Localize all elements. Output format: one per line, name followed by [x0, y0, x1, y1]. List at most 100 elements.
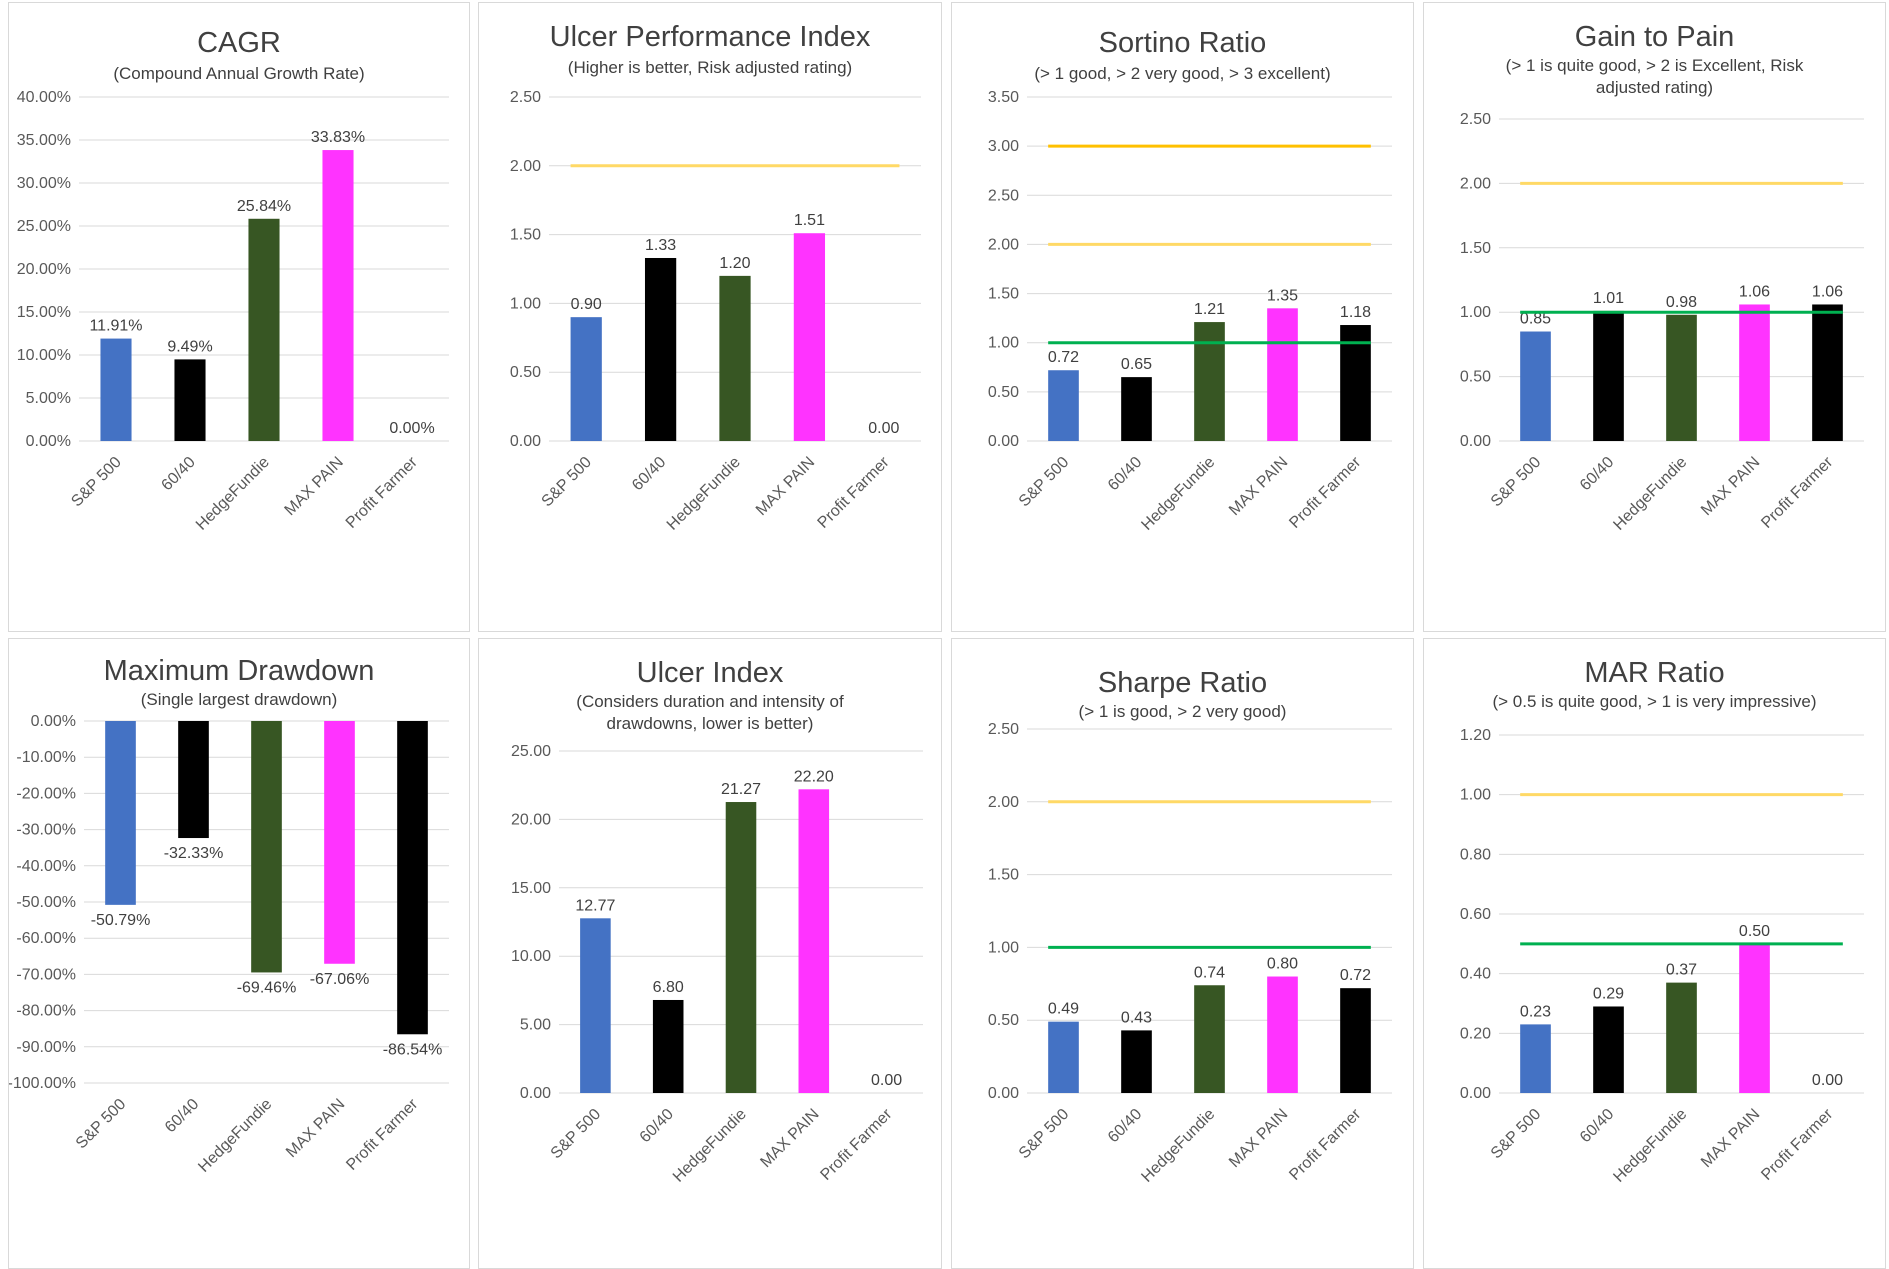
y-tick-label: -70.00% [16, 966, 76, 983]
data-label: 1.35 [1267, 287, 1298, 304]
y-tick-label: 10.00% [17, 347, 71, 364]
bar [1520, 1024, 1551, 1093]
data-label: 0.65 [1121, 356, 1152, 373]
y-tick-label: 25.00 [511, 743, 551, 760]
y-tick-label: 3.00 [988, 138, 1019, 155]
y-tick-label: 1.00 [1460, 304, 1491, 321]
data-label: 12.77 [575, 897, 615, 914]
y-tick-label: 2.00 [988, 794, 1019, 811]
chart-title: Ulcer Performance Index [549, 21, 871, 53]
bar [580, 918, 611, 1093]
chart-panel-sortino: Sortino Ratio (> 1 good, > 2 very good, … [951, 2, 1414, 632]
data-label: -86.54% [383, 1041, 443, 1058]
bar [725, 802, 757, 1093]
data-label: 33.83% [311, 129, 365, 146]
chart-panel-max-drawdown: Maximum Drawdown (Single largest drawdow… [8, 638, 470, 1269]
chart-panel-ulcer-index: Ulcer Index (Considers duration and inte… [478, 638, 942, 1269]
y-tick-label: 0.00% [26, 433, 71, 450]
data-label: 0.80 [1267, 956, 1298, 973]
y-tick-label: 35.00% [17, 132, 71, 149]
chart-svg: 0.00% 5.00% 10.00% 15.00% 20.00% 25.00% 30.00%… [17, 89, 449, 534]
y-tick-label: -90.00% [16, 1039, 76, 1056]
data-label: 0.00 [871, 1072, 902, 1089]
data-label: 1.20 [719, 255, 750, 272]
data-label: 0.98 [1666, 294, 1697, 311]
x-tick-label: S&P 500 [1016, 1106, 1073, 1163]
x-tick-label: 60/40 [158, 454, 198, 494]
data-label: 1.51 [794, 212, 825, 229]
chart-svg: 0.00 0.50 1.00 1.50 2.00 2.50 0.85 S&P 500 1.01 6… [1460, 111, 1864, 534]
data-label: 11.91% [89, 318, 142, 335]
chart-title: MAR Ratio [1584, 657, 1725, 689]
chart-svg: -100.00% -90.00% -80.00% -70.00% -60.00% -50.… [9, 713, 449, 1176]
data-label: -69.46% [237, 979, 297, 996]
chart-panel-sharpe: Sharpe Ratio (> 1 is good, > 2 very good… [951, 638, 1414, 1269]
y-tick-label: 0.80 [1460, 846, 1491, 863]
data-label: 0.29 [1593, 985, 1624, 1002]
y-tick-label: 0.00 [988, 433, 1019, 450]
bar [1267, 308, 1298, 441]
x-tick-label: Profit Farmer [343, 453, 421, 531]
y-tick-label: 2.00 [988, 236, 1019, 253]
x-tick-label: HedgeFundie [193, 454, 273, 534]
x-tick-label: HedgeFundie [1138, 1106, 1218, 1186]
y-tick-label: 1.00 [988, 939, 1019, 956]
y-tick-label: 1.20 [1460, 727, 1491, 744]
data-label: 0.00 [868, 420, 899, 437]
y-tick-label: 2.50 [1460, 111, 1491, 128]
x-tick-label: 60/40 [1105, 454, 1145, 494]
chart-title: Sharpe Ratio [1097, 667, 1268, 699]
bar [1739, 304, 1770, 441]
y-tick-label: 10.00 [511, 948, 551, 965]
y-tick-label: 1.00 [1460, 787, 1491, 804]
bar [1048, 370, 1079, 441]
x-tick-label: S&P 500 [1016, 454, 1073, 511]
data-label: 0.50 [1739, 923, 1770, 940]
x-tick-label: HedgeFundie [1610, 454, 1690, 534]
y-tick-label: -10.00% [16, 749, 76, 766]
x-tick-label: HedgeFundie [195, 1096, 275, 1176]
data-label: 9.49% [167, 338, 212, 355]
x-tick-label: Profit Farmer [1758, 453, 1836, 531]
chart-svg: 0.00 5.00 10.00 15.00 20.00 25.00 12.77 S&P 500… [511, 743, 923, 1186]
bar [644, 257, 677, 441]
x-tick-label: S&P 500 [1488, 454, 1545, 511]
y-tick-label: -20.00% [16, 785, 76, 802]
bar [719, 275, 751, 441]
y-tick-label: 40.00% [17, 89, 71, 106]
data-label: 21.27 [721, 781, 761, 798]
x-tick-label: Profit Farmer [815, 453, 893, 531]
chart-title: Ulcer Index [636, 657, 784, 689]
x-tick-label: 60/40 [162, 1096, 202, 1136]
x-tick-label: Profit Farmer [1286, 453, 1364, 531]
bar [793, 233, 826, 441]
y-tick-label: 2.50 [988, 721, 1019, 738]
x-tick-label: HedgeFundie [664, 454, 744, 534]
y-tick-label: -50.00% [16, 894, 76, 911]
bar [1812, 304, 1843, 441]
x-tick-label: S&P 500 [1488, 1106, 1545, 1163]
y-tick-label: -30.00% [16, 822, 76, 839]
data-label: 0.49 [1048, 1001, 1079, 1018]
bar [105, 721, 136, 905]
data-label: 1.06 [1812, 283, 1843, 300]
y-tick-label: 1.50 [988, 867, 1019, 884]
x-tick-label: HedgeFundie [1138, 454, 1218, 534]
y-tick-label: 1.00 [510, 295, 541, 312]
y-tick-label: 0.00 [520, 1085, 551, 1102]
data-label: 0.72 [1048, 349, 1079, 366]
chart-subtitle: (Compound Annual Growth Rate) [113, 64, 365, 83]
bar [570, 317, 602, 441]
bar [1267, 976, 1298, 1093]
data-label: 22.20 [794, 768, 834, 785]
bar [1666, 314, 1697, 441]
chart-svg: 0.00 0.50 1.00 1.50 2.00 2.50 0.49 S&P 500 0.43 6… [988, 721, 1392, 1186]
chart-subtitle: (Single largest drawdown) [140, 690, 338, 709]
x-tick-label: MAX PAIN [283, 1096, 348, 1161]
data-label: 0.72 [1340, 967, 1371, 984]
y-tick-label: 0.00 [988, 1085, 1019, 1102]
x-tick-label: 60/40 [1577, 454, 1617, 494]
chart-subtitle: (> 0.5 is quite good, > 1 is very impres… [1492, 692, 1817, 711]
chart-subtitle: (> 1 is quite good, > 2 is Excellent, Ri… [1505, 56, 1804, 97]
x-tick-label: Profit Farmer [817, 1105, 895, 1183]
